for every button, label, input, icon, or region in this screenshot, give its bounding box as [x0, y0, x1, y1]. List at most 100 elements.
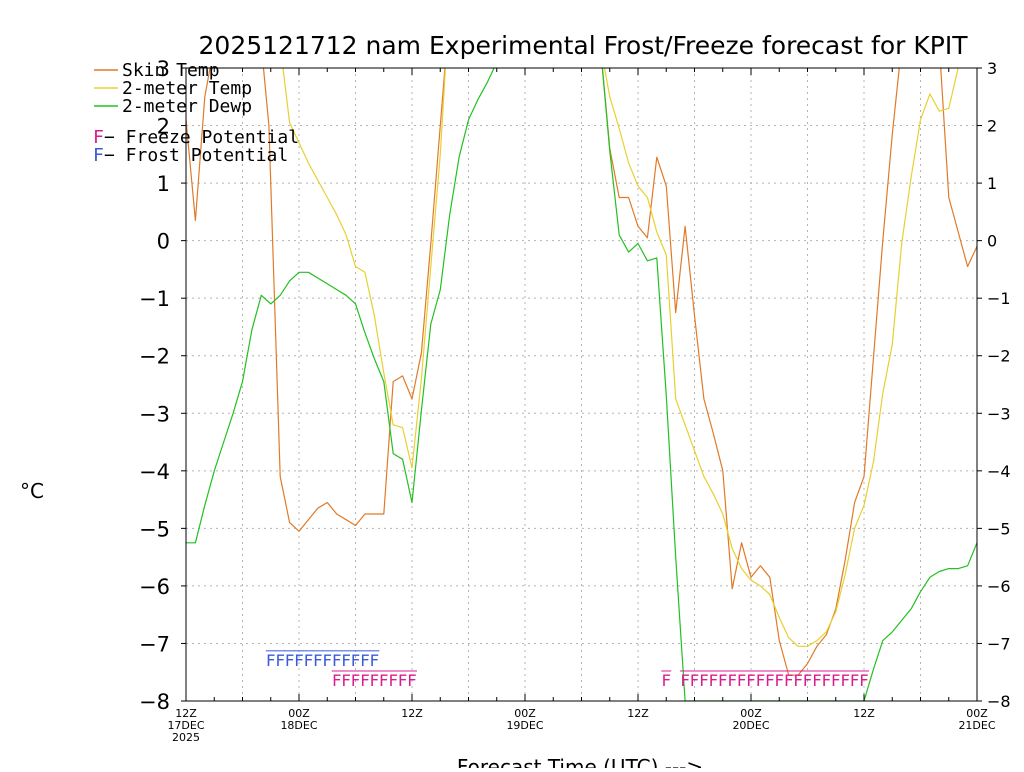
- frost-freeze-markers: F F F F F F F F F F F FF F F F F F F F F F F F F F F F F F F F F F F F F F F F…: [265, 650, 869, 690]
- freeze-marker: F: [850, 671, 860, 690]
- freeze-marker: F: [680, 671, 690, 690]
- freeze-marker: F: [699, 671, 709, 690]
- grid-lines: [186, 68, 977, 701]
- freeze-marker: F: [341, 671, 351, 690]
- frost-marker: F: [360, 651, 370, 670]
- y-tick-label-left: −7: [139, 632, 170, 656]
- frost-marker: F: [304, 651, 314, 670]
- x-axis-label: Forecast Time (UTC) --->: [457, 755, 703, 768]
- y-axis-label: °C: [20, 479, 44, 503]
- x-tick-label: 17DEC: [167, 719, 204, 732]
- frost-marker: F: [332, 651, 342, 670]
- freeze-marker: F: [765, 671, 775, 690]
- y-tick-label-left: −5: [139, 517, 170, 541]
- y-tick-label-left: −1: [139, 287, 170, 311]
- y-tick-label-right: −6: [987, 577, 1011, 596]
- y-tick-label-left: −3: [139, 402, 170, 426]
- frost-marker: F: [351, 651, 361, 670]
- y-tick-label-right: 1: [987, 174, 997, 193]
- freeze-marker: F: [784, 671, 794, 690]
- frost-marker: F: [294, 651, 304, 670]
- x-tick-label: 12Z: [401, 707, 423, 720]
- y-tick-label-left: −2: [139, 345, 170, 369]
- chart-title: 2025121712 nam Experimental Frost/Freeze…: [199, 31, 969, 60]
- y-tick-label-left: 2: [157, 115, 170, 139]
- freeze-marker: F: [774, 671, 784, 690]
- freeze-marker: F: [398, 671, 408, 690]
- freeze-marker: F: [793, 671, 803, 690]
- x-tick-label: 2025: [172, 731, 200, 744]
- y-tick-label-right: −3: [987, 404, 1011, 423]
- freeze-marker: F: [859, 671, 869, 690]
- y-axis-ticks: 3 3 2 2 1 1 0 0 −1 −1 −2 −2 −3 −3 −4 −4 −5 −5 −6 −6 −7 −7 −8 −8: [139, 57, 1011, 714]
- x-tick-label: 19DEC: [506, 719, 543, 732]
- y-tick-label-left: −4: [139, 460, 170, 484]
- legend-label: 2-meter Dewp: [122, 96, 252, 117]
- freeze-marker: F: [690, 671, 700, 690]
- freeze-marker: F: [727, 671, 737, 690]
- freeze-marker: F: [737, 671, 747, 690]
- legend-marker-label: − Frost Potential: [104, 145, 288, 166]
- y-tick-label-right: 2: [987, 117, 997, 136]
- frost-marker: F: [313, 651, 323, 670]
- y-tick-label-right: 3: [987, 59, 997, 78]
- y-tick-label-right: −5: [987, 519, 1011, 538]
- frost-marker: F: [322, 651, 332, 670]
- plot-frame: [185, 67, 978, 702]
- y-tick-label-right: −7: [987, 634, 1011, 653]
- x-tick-label: 12Z: [175, 707, 197, 720]
- x-tick-label: 18DEC: [280, 719, 317, 732]
- freeze-marker: F: [840, 671, 850, 690]
- y-tick-label-left: 0: [157, 230, 170, 254]
- freeze-marker: F: [332, 671, 342, 690]
- freeze-marker: F: [746, 671, 756, 690]
- y-tick-label-left: 1: [157, 172, 170, 196]
- legend-marker-glyph: F: [93, 127, 104, 148]
- freeze-marker: F: [756, 671, 766, 690]
- freeze-marker: F: [351, 671, 361, 690]
- series-line-2-meter-dewp: [186, 68, 977, 701]
- y-tick-label-right: −8: [987, 692, 1011, 711]
- freeze-marker: F: [407, 671, 417, 690]
- frost-marker: F: [275, 651, 285, 670]
- freeze-marker: F: [360, 671, 370, 690]
- freeze-marker: F: [709, 671, 719, 690]
- frost-marker: F: [341, 651, 351, 670]
- freeze-marker: F: [822, 671, 832, 690]
- legend-label: Skin Temp: [122, 60, 220, 81]
- y-tick-label-left: −6: [139, 575, 170, 599]
- legend-marker-glyph: F: [93, 145, 104, 166]
- freeze-marker: F: [379, 671, 389, 690]
- series-line-2-meter-temp: [282, 68, 959, 647]
- y-tick-label-left: −8: [139, 690, 170, 714]
- x-tick-label: 20DEC: [732, 719, 769, 732]
- x-tick-label: 00Z: [514, 707, 536, 720]
- legend-marker-label: − Freeze Potential: [104, 127, 299, 148]
- freeze-marker: F: [388, 671, 398, 690]
- frost-marker: F: [266, 651, 276, 670]
- frost-marker: F: [370, 651, 380, 670]
- x-tick-label: 00Z: [966, 707, 988, 720]
- series-group: [186, 68, 977, 701]
- x-tick-label: 00Z: [740, 707, 762, 720]
- y-tick-label-right: −4: [987, 462, 1011, 481]
- series-line-skin-temp: [186, 68, 977, 676]
- freeze-marker: F: [661, 671, 671, 690]
- y-tick-label-right: −1: [987, 289, 1011, 308]
- y-tick-label-right: 0: [987, 232, 997, 251]
- x-tick-label: 12Z: [853, 707, 875, 720]
- freeze-marker: F: [812, 671, 822, 690]
- freeze-marker: F: [370, 671, 380, 690]
- x-tick-label: 12Z: [627, 707, 649, 720]
- freeze-marker: F: [831, 671, 841, 690]
- x-tick-label: 21DEC: [958, 719, 995, 732]
- y-tick-label-left: 3: [157, 57, 170, 81]
- frost-marker: F: [285, 651, 295, 670]
- freeze-marker: F: [803, 671, 813, 690]
- y-tick-label-right: −2: [987, 347, 1011, 366]
- freeze-marker: F: [718, 671, 728, 690]
- x-tick-label: 00Z: [288, 707, 310, 720]
